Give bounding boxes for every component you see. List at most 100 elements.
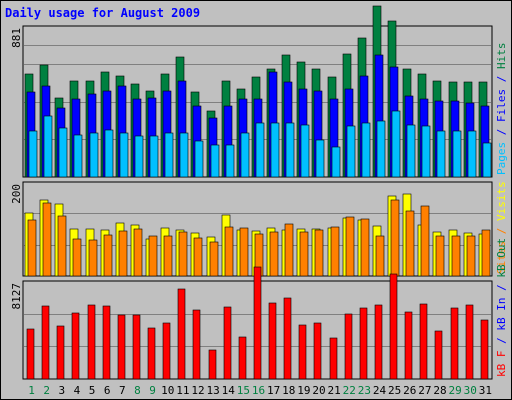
bar-kbytes-6 (102, 305, 111, 380)
bar-kbytes-30 (465, 304, 474, 380)
bar-sites-9 (148, 235, 158, 277)
panel-mid-max-label: 200 (10, 184, 23, 204)
day-label-5: 5 (89, 384, 96, 397)
bar-kbytes-1 (26, 328, 35, 380)
bar-kbytes-28 (434, 330, 443, 380)
bar-kbytes-13 (208, 349, 217, 380)
bar-sites-18 (284, 223, 294, 277)
day-label-26: 26 (403, 384, 416, 397)
legend-top-part-0: Pages (495, 142, 508, 175)
bar-sites-8 (133, 228, 143, 277)
day-label-9: 9 (149, 384, 156, 397)
bar-kbytes-5 (87, 304, 96, 380)
day-label-17: 17 (267, 384, 280, 397)
bar-kbytes-8 (132, 314, 141, 380)
bar-sites-6 (103, 234, 113, 277)
day-label-13: 13 (206, 384, 219, 397)
bar-pages-12 (194, 140, 204, 178)
bar-sites-25 (390, 199, 400, 277)
bar-kbytes-31 (480, 319, 489, 380)
bar-pages-18 (285, 122, 295, 178)
panel-top-max-label: 881 (10, 28, 23, 48)
day-label-19: 19 (297, 384, 310, 397)
day-label-7: 7 (119, 384, 126, 397)
day-label-27: 27 (418, 384, 431, 397)
bar-sites-31 (481, 229, 491, 277)
bar-kbytes-29 (450, 307, 459, 380)
bar-kbytes-11 (177, 288, 186, 380)
bar-pages-25 (391, 110, 401, 178)
day-label-18: 18 (282, 384, 295, 397)
bar-kbytes-27 (419, 303, 428, 380)
bar-sites-29 (451, 235, 461, 277)
day-label-11: 11 (176, 384, 189, 397)
day-label-21: 21 (328, 384, 341, 397)
day-label-23: 23 (358, 384, 371, 397)
legend-top-part-2: Files (495, 89, 508, 129)
legend-bot-part-2: kB In (495, 298, 508, 338)
bar-pages-26 (406, 124, 416, 178)
bar-kbytes-17 (268, 302, 277, 380)
day-label-8: 8 (134, 384, 141, 397)
bar-pages-17 (270, 122, 280, 178)
bar-sites-4 (72, 238, 82, 277)
day-label-10: 10 (161, 384, 174, 397)
bar-kbytes-23 (359, 307, 368, 380)
bar-kbytes-21 (329, 337, 338, 380)
bar-pages-23 (361, 122, 371, 178)
graph-title: Daily usage for August 2009 (5, 6, 201, 20)
bar-pages-7 (119, 132, 129, 178)
day-label-25: 25 (388, 384, 401, 397)
bar-sites-10 (163, 235, 173, 277)
bar-sites-5 (88, 239, 98, 277)
bar-pages-10 (164, 132, 174, 178)
legend-bot-part-0: kB F (495, 351, 508, 378)
bar-pages-3 (58, 127, 68, 178)
legend-bot-part-3: / (495, 284, 508, 297)
bar-sites-24 (375, 235, 385, 277)
legend-mid-part-0: Sites (495, 241, 508, 274)
day-label-20: 20 (312, 384, 325, 397)
day-label-3: 3 (59, 384, 66, 397)
bar-pages-27 (421, 125, 431, 178)
day-label-4: 4 (74, 384, 81, 397)
day-label-12: 12 (191, 384, 204, 397)
bar-sites-30 (466, 235, 476, 277)
legend-top-part-1: / (495, 129, 508, 142)
bar-sites-7 (118, 230, 128, 277)
legend-top-part-3: / (495, 76, 508, 89)
day-label-6: 6 (104, 384, 111, 397)
bar-kbytes-12 (192, 309, 201, 380)
bar-sites-15 (239, 227, 249, 277)
legend-mid: Sites / Visits (495, 181, 508, 274)
bar-pages-2 (43, 115, 53, 178)
legend-bot-part-4: kB Out (495, 238, 508, 284)
bar-sites-13 (209, 241, 219, 277)
bar-sites-12 (193, 237, 203, 277)
legend-mid-part-2: Visits (495, 181, 508, 227)
bar-pages-8 (134, 135, 144, 178)
bar-kbytes-16 (253, 266, 262, 380)
bar-sites-23 (360, 218, 370, 277)
bar-sites-3 (57, 215, 67, 277)
bar-pages-24 (376, 120, 386, 178)
bar-kbytes-20 (313, 322, 322, 380)
bar-pages-15 (240, 132, 250, 178)
bar-sites-22 (345, 216, 355, 277)
bar-kbytes-7 (117, 314, 126, 380)
day-label-2: 2 (43, 384, 50, 397)
bar-pages-1 (28, 130, 38, 178)
bar-kbytes-19 (298, 324, 307, 380)
bar-kbytes-14 (223, 306, 232, 380)
day-label-28: 28 (433, 384, 446, 397)
bar-kbytes-9 (147, 327, 156, 380)
bar-sites-11 (178, 231, 188, 277)
panel-bot-max-label: 8127 (10, 283, 23, 310)
bar-pages-19 (300, 124, 310, 178)
legend-top: Pages / Files / Hits (495, 43, 508, 176)
bar-pages-9 (149, 135, 159, 178)
day-label-31: 31 (479, 384, 492, 397)
bar-pages-30 (467, 130, 477, 178)
bar-sites-28 (435, 235, 445, 277)
